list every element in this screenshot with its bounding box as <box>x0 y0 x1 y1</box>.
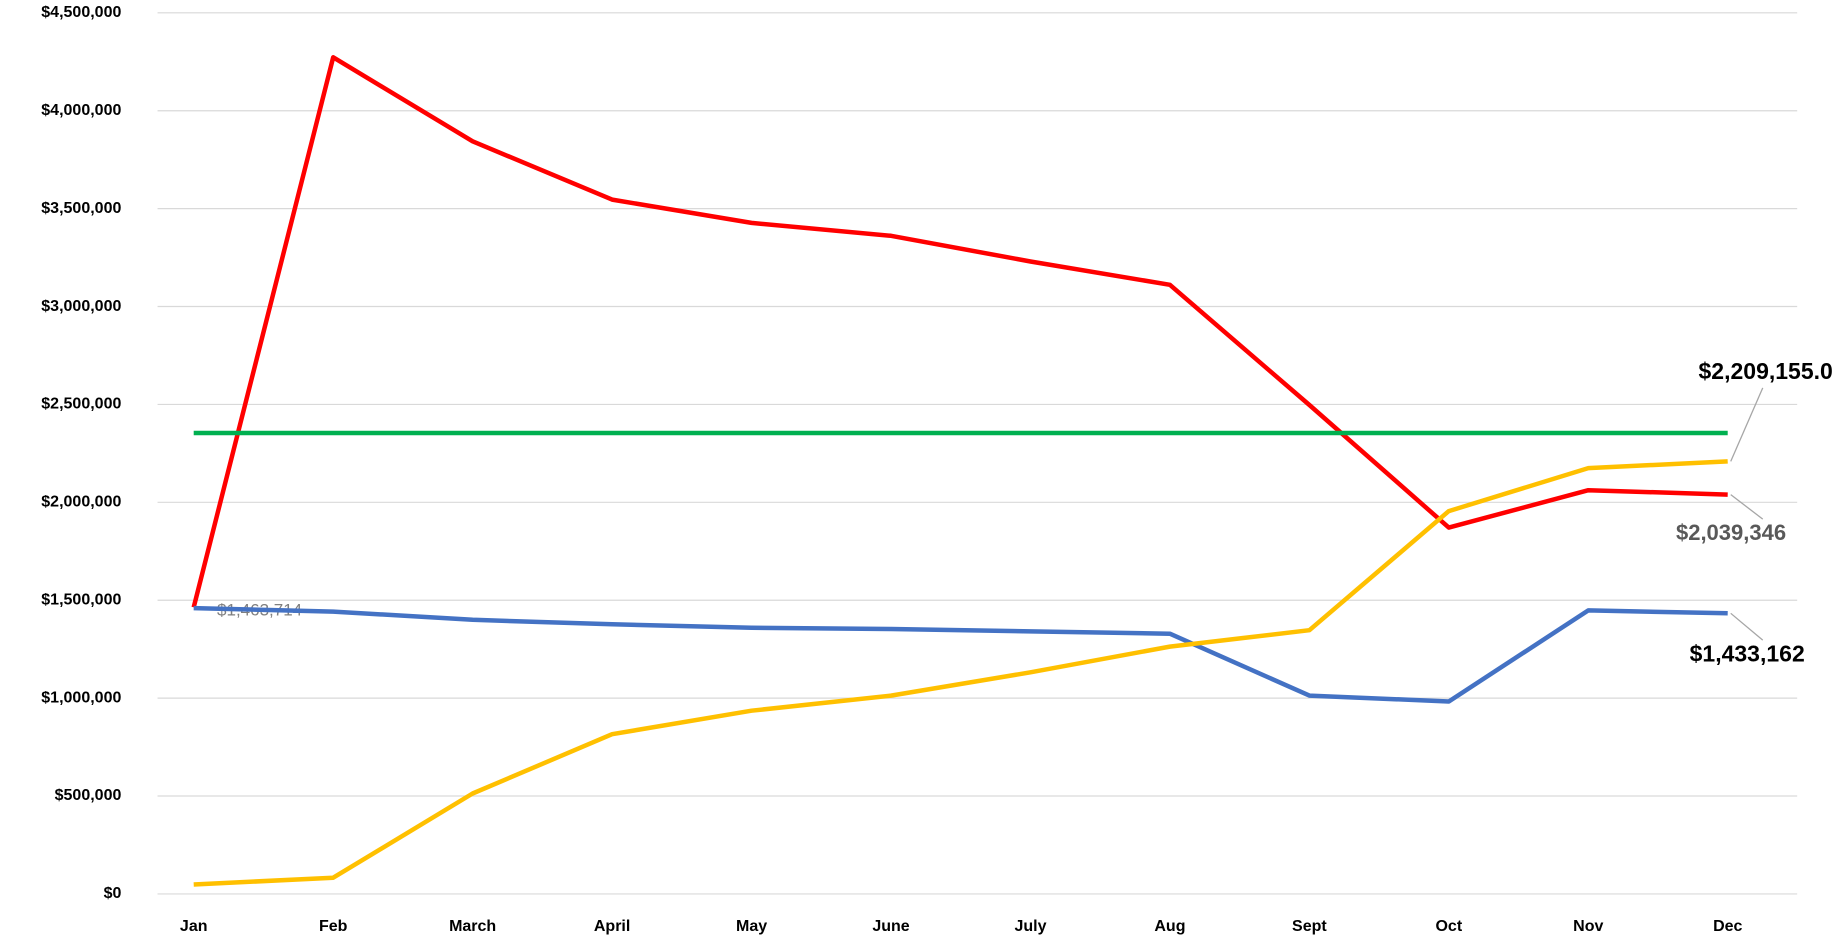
y-tick-label: $500,000 <box>55 787 122 804</box>
y-tick-label: $0 <box>104 885 122 902</box>
y-tick-label: $2,500,000 <box>41 396 121 413</box>
series-line <box>193 459 1728 887</box>
x-tick-label: Nov <box>1573 918 1603 935</box>
leader-line <box>1730 612 1764 641</box>
x-tick-label: May <box>736 918 767 935</box>
y-tick-label: $4,500,000 <box>41 4 121 21</box>
x-tick-label: Oct <box>1435 918 1462 935</box>
leader-line <box>1730 494 1764 520</box>
x-tick-label: Feb <box>319 918 348 935</box>
y-tick-label: $3,500,000 <box>41 200 121 217</box>
data-label: $2,209,155.00 <box>1699 358 1832 384</box>
x-tick-label: Dec <box>1713 918 1742 935</box>
y-tick-label: $3,000,000 <box>41 298 121 315</box>
y-tick-label: $1,000,000 <box>41 689 121 706</box>
x-tick-label: Jan <box>180 918 208 935</box>
x-tick-label: April <box>594 918 630 935</box>
x-tick-label: Aug <box>1154 918 1185 935</box>
series-line <box>193 605 1728 704</box>
leader-line <box>1730 387 1764 462</box>
x-tick-label: Sept <box>1292 918 1327 935</box>
series-line <box>191 55 1728 608</box>
y-tick-label: $1,500,000 <box>41 591 121 608</box>
x-tick-label: March <box>449 918 496 935</box>
data-label: $2,039,346 <box>1676 520 1786 545</box>
x-tick-label: July <box>1014 918 1046 935</box>
y-tick-label: $2,000,000 <box>41 494 121 511</box>
y-tick-label: $4,000,000 <box>41 102 121 119</box>
data-label: $1,433,162 <box>1690 640 1805 666</box>
x-tick-label: June <box>872 918 909 935</box>
